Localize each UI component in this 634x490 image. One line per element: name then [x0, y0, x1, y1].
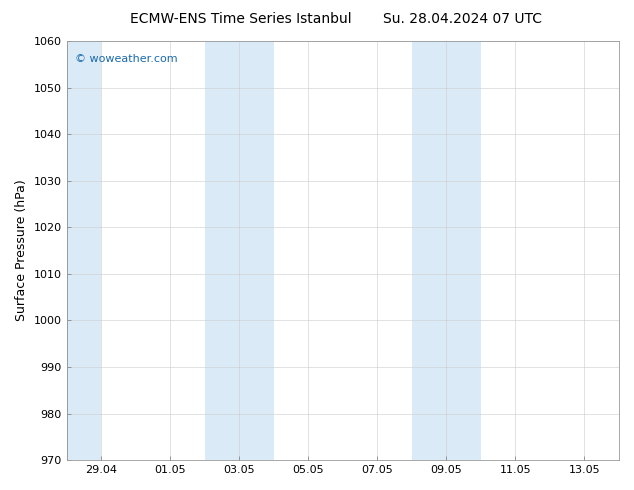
- Bar: [446, 41, 481, 460]
- Bar: [205, 41, 239, 460]
- Bar: [239, 41, 274, 460]
- Text: © woweather.com: © woweather.com: [75, 53, 178, 64]
- Y-axis label: Surface Pressure (hPa): Surface Pressure (hPa): [15, 180, 28, 321]
- Bar: [412, 41, 446, 460]
- Bar: [67, 41, 101, 460]
- Text: Su. 28.04.2024 07 UTC: Su. 28.04.2024 07 UTC: [384, 12, 542, 26]
- Text: ECMW-ENS Time Series Istanbul: ECMW-ENS Time Series Istanbul: [130, 12, 352, 26]
